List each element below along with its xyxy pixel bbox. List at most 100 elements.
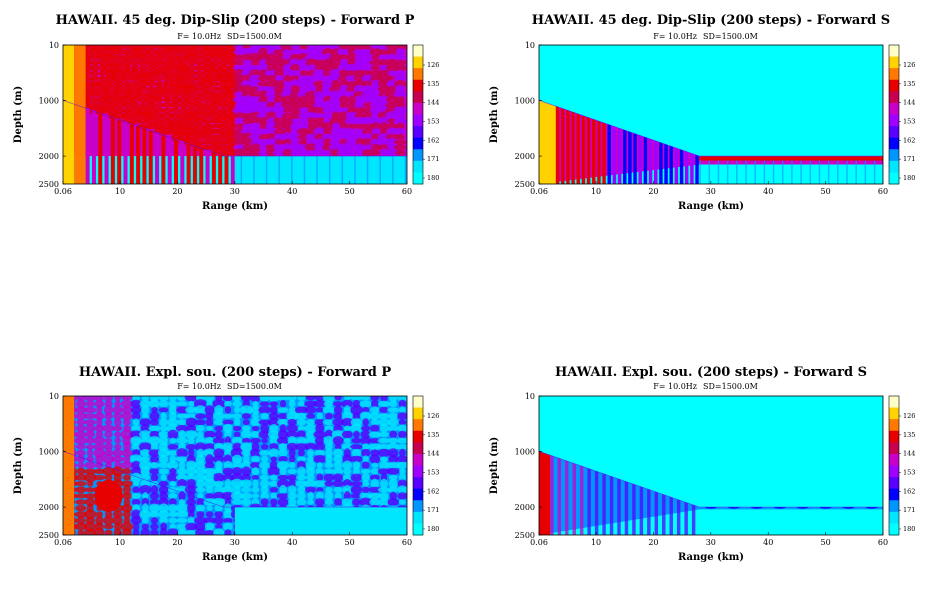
field-blob	[270, 492, 278, 500]
field-blob	[75, 486, 87, 494]
field-blob	[325, 412, 333, 420]
field-blob	[186, 59, 196, 66]
field-blob	[267, 417, 280, 427]
field-blob	[377, 443, 391, 450]
field-blob	[130, 59, 140, 66]
field-blob	[313, 143, 326, 152]
field-blob	[176, 448, 188, 458]
field-blob	[240, 492, 253, 500]
field-blob	[396, 437, 407, 444]
field-blob	[387, 407, 400, 413]
field-blob	[279, 399, 287, 408]
sediment-streak	[98, 112, 103, 184]
field-blob	[89, 97, 100, 103]
x-tick-label: 0.06	[54, 538, 72, 547]
field-blob	[299, 95, 309, 105]
sediment-streak	[587, 468, 591, 535]
field-blob	[170, 70, 180, 77]
field-blob	[288, 455, 296, 463]
field-blob	[359, 400, 372, 408]
field-blob	[316, 491, 324, 501]
colorbar-swatch	[889, 172, 899, 185]
field-blob	[168, 80, 182, 88]
field-blob	[304, 442, 317, 451]
colorbar-tick-label: 180	[903, 525, 915, 533]
field-blob	[195, 139, 204, 145]
field-blob	[259, 401, 270, 407]
field-blob	[347, 101, 357, 109]
field-blob	[161, 128, 173, 136]
field-blob	[230, 491, 244, 501]
field-blob	[104, 474, 113, 481]
basement-streak	[864, 160, 867, 184]
field-blob	[350, 418, 363, 427]
field-blob	[393, 106, 407, 115]
field-blob	[269, 442, 279, 451]
field-blob	[304, 406, 317, 414]
field-blob	[289, 64, 302, 72]
y-axis-label: Depth (m)	[489, 86, 500, 143]
colorbar-swatch	[413, 442, 423, 455]
colorbar-frame	[412, 44, 424, 185]
field-blob	[205, 417, 214, 427]
field-blob	[121, 492, 133, 500]
field-blob	[84, 419, 97, 426]
field-blob	[121, 406, 133, 414]
sediment-streak	[167, 136, 172, 184]
subtitle-frequency: F= 10.0Hz	[653, 382, 697, 391]
colorbar-swatch	[413, 430, 423, 443]
field-blob	[141, 437, 150, 445]
colorbar-tick-label: 153	[903, 469, 915, 477]
field-blob	[251, 467, 260, 476]
field-blob	[355, 143, 365, 152]
field-blob	[222, 491, 234, 501]
y-tick-label: 1000	[515, 96, 535, 105]
field-blob	[339, 107, 348, 114]
field-blob	[332, 418, 345, 426]
field-blob	[297, 491, 306, 501]
colorbar-swatch	[413, 511, 423, 524]
field-blob	[194, 461, 207, 470]
sediment-streak	[659, 142, 663, 184]
field-blob	[213, 480, 224, 487]
field-blob	[177, 467, 188, 475]
field-blob	[305, 486, 317, 494]
field-blob	[250, 396, 261, 403]
field-blob	[386, 144, 398, 151]
field-blob	[345, 63, 359, 72]
field-blob	[288, 462, 296, 469]
field-blob	[192, 111, 206, 120]
field-blob	[377, 74, 391, 83]
field-blob	[394, 59, 407, 66]
field-blob	[305, 413, 316, 419]
field-blob	[341, 430, 353, 439]
field-blob	[204, 396, 215, 402]
field-blob	[185, 529, 198, 535]
field-blob	[242, 123, 252, 129]
field-blob	[377, 80, 391, 88]
field-blob	[369, 102, 383, 108]
field-blob	[154, 117, 164, 125]
field-blob	[362, 102, 374, 108]
field-blob	[371, 128, 381, 135]
field-blob	[187, 436, 195, 445]
basement-streak	[278, 156, 280, 184]
field-blob	[296, 436, 307, 445]
field-blob	[104, 438, 113, 444]
field-blob	[307, 80, 317, 87]
field-blob	[306, 64, 317, 72]
field-blob	[240, 430, 252, 439]
field-blob	[76, 444, 86, 450]
field-blob	[281, 132, 295, 142]
field-blob	[240, 442, 253, 452]
colorbar-swatch	[413, 523, 423, 536]
colorbar-swatch	[889, 523, 899, 536]
field-blob	[240, 132, 255, 142]
colorbar-tick-label: 153	[903, 118, 915, 126]
field-blob	[194, 75, 204, 82]
field-blob	[169, 455, 177, 463]
colorbar-tick-label: 180	[903, 174, 915, 182]
field-blob	[120, 429, 134, 440]
colorbar-swatch	[413, 149, 423, 162]
field-blob	[150, 442, 159, 452]
